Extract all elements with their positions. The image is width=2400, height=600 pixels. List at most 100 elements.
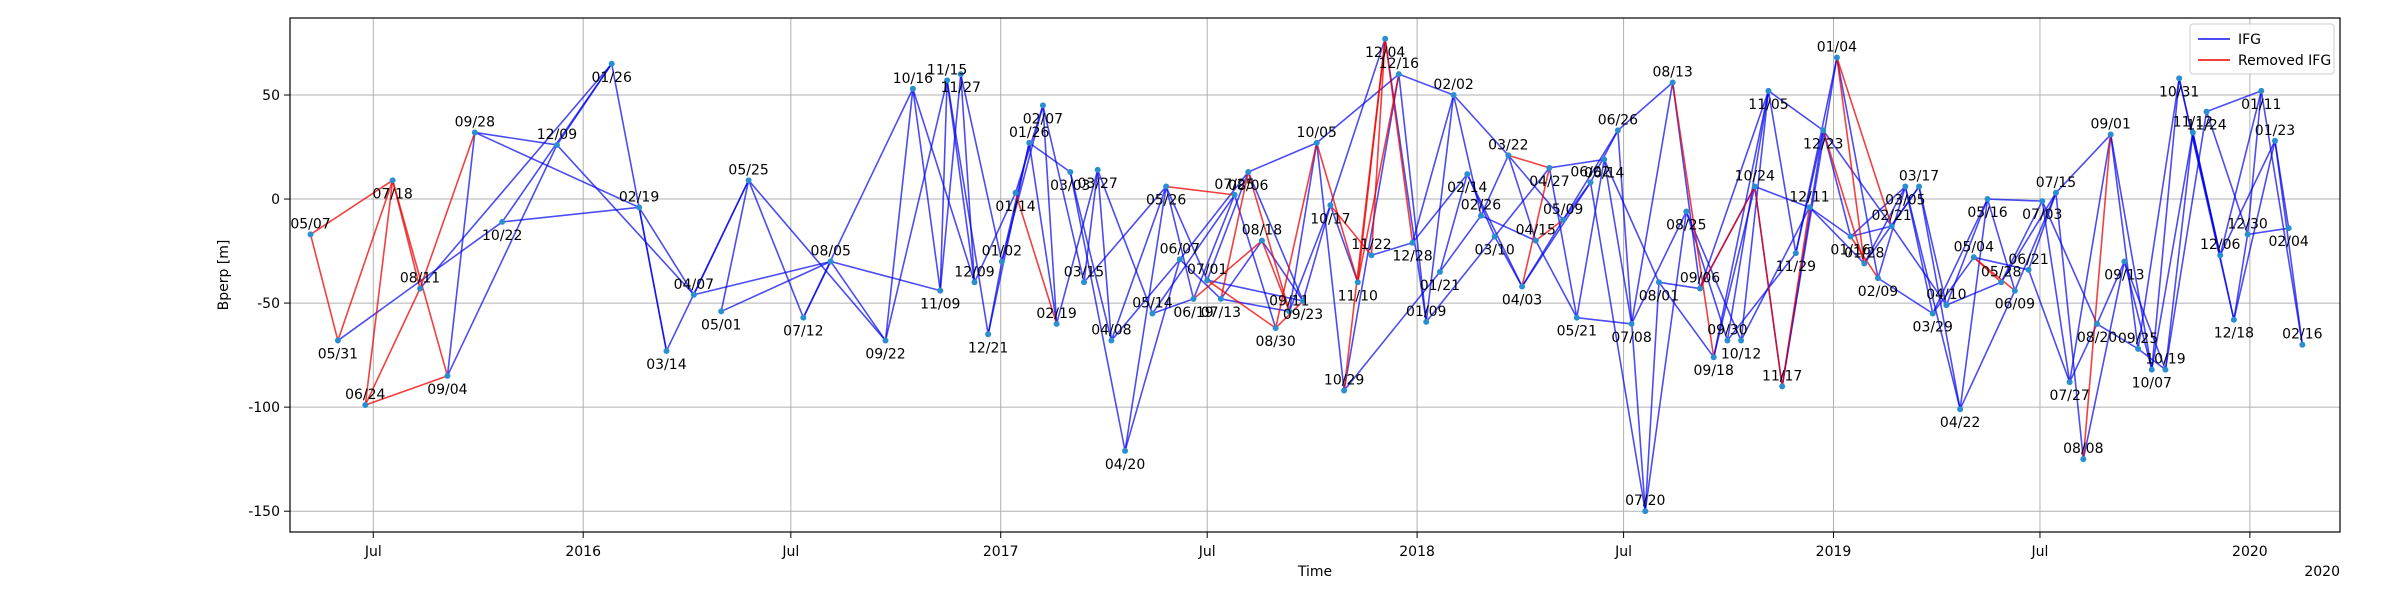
acquisition-label: 11/29 (1776, 259, 1816, 275)
y-tick-label: 0 (271, 192, 280, 208)
acquisition-node (2299, 341, 2306, 348)
y-axis-ticks: -150 -100 -50 0 50 (248, 88, 290, 520)
acquisition-node (1642, 508, 1649, 515)
acquisition-label: 12/16 (1379, 56, 1419, 72)
acquisition-node (1382, 35, 1389, 42)
ifg-edge (1863, 186, 1907, 264)
ifg-edge (1453, 94, 1509, 156)
acquisition-node (2025, 266, 2032, 273)
ifg-edge (337, 221, 503, 342)
removed-ifg-edge (1247, 171, 1291, 312)
acquisition-node (307, 231, 314, 238)
ifg-edge (446, 144, 558, 377)
ifg-edge (1411, 94, 1455, 243)
ifg-edge (1589, 182, 1647, 512)
legend-removed-ifg-label: Removed IFG (2238, 53, 2331, 69)
acquisition-node (882, 337, 889, 344)
acquisition-label: 06/09 (1995, 297, 2035, 313)
acquisition-node (417, 285, 424, 292)
y-tick-label: 50 (262, 88, 280, 104)
acquisition-label: 03/27 (1077, 176, 1117, 192)
acquisition-node (1738, 337, 1745, 344)
acquisition-label: 12/06 (2200, 237, 2240, 253)
acquisition-node (1573, 314, 1580, 321)
acquisition-node (1560, 216, 1567, 223)
acquisition-label: 08/08 (2063, 441, 2103, 457)
ifg-edge (1850, 225, 1892, 238)
ifg-edge (474, 131, 640, 209)
acquisition-node (1190, 295, 1197, 302)
removed-ifg-edge (364, 288, 421, 406)
acquisition-node (1833, 54, 1840, 61)
acquisition-node (1272, 325, 1279, 332)
ifg-edge (2096, 261, 2126, 325)
ifg-edge (2041, 200, 2098, 325)
acquisition-label: 04/10 (1926, 287, 1966, 303)
acquisition-node (2148, 366, 2155, 373)
acquisition-node (389, 177, 396, 184)
ifg-edge (1110, 186, 1167, 341)
acquisition-node (1779, 383, 1786, 390)
acquisition-label: 12/21 (968, 340, 1008, 356)
ifg-edge (2027, 269, 2071, 383)
acquisition-node (1669, 79, 1676, 86)
ifg-edge (1001, 105, 1044, 262)
ifg-edge (1480, 214, 1537, 242)
ifg-edge (638, 207, 668, 352)
ifg-edge (987, 261, 1003, 335)
y-tick-label: -100 (248, 400, 280, 416)
acquisition-label: 01/26 (592, 70, 632, 86)
acquisition-node (1697, 285, 1704, 292)
acquisition-label: 07/20 (1625, 493, 1665, 509)
removed-ifg-edge (1836, 57, 1866, 264)
acquisition-label: 03/17 (1899, 169, 1939, 185)
acquisition-label: 05/21 (1557, 324, 1597, 340)
acquisition-node (2217, 252, 2224, 259)
acquisition-label: 01/16 (1830, 243, 1870, 259)
acquisition-node (1204, 277, 1211, 284)
acquisition-label: 10/24 (1735, 169, 1775, 185)
acquisition-label: 08/25 (1666, 218, 1706, 234)
ifg-edge (1261, 240, 1304, 302)
ifg-edge (2233, 140, 2276, 320)
removed-ifg-edge (1384, 38, 1414, 243)
acquisition-label: 12/23 (1803, 136, 1843, 152)
ifg-edge (2041, 201, 2071, 383)
acquisition-label: 10/16 (893, 71, 933, 87)
acquisition-label: 11/15 (927, 62, 967, 78)
acquisition-node (1655, 279, 1662, 286)
ifg-edge (1726, 252, 1797, 342)
ifg-edge (1576, 159, 1605, 318)
ifg-edge (1343, 271, 1441, 391)
ifg-edge (1343, 74, 1400, 391)
acquisition-node (1341, 387, 1348, 394)
acquisition-label: 01/11 (2241, 97, 2281, 113)
ifg-edge (912, 88, 942, 291)
acquisition-node (944, 77, 951, 84)
removed-ifg-edge (1535, 219, 1564, 242)
acquisition-node (1464, 171, 1471, 178)
acquisition-label: 01/02 (982, 243, 1022, 259)
acquisition-label: 06/14 (1584, 166, 1624, 182)
ifg-edge (2000, 200, 2043, 283)
removed-ifg-edge (1836, 57, 1893, 227)
ifg-edge (2219, 90, 2263, 256)
acquisition-label: 10/17 (1310, 211, 1350, 227)
acquisition-label: 09/13 (2104, 267, 2144, 283)
acquisition-label: 08/05 (811, 243, 851, 259)
acquisition-node (1012, 189, 1019, 196)
acquisition-label: 07/27 (2049, 388, 2089, 404)
acquisition-node (1519, 283, 1526, 290)
ifg-edge (419, 63, 613, 290)
acquisition-node (1176, 256, 1183, 263)
removed-ifg-edge (1370, 38, 1386, 256)
ifg-edge (1288, 204, 1332, 312)
acquisition-label: 08/06 (1228, 178, 1268, 194)
acquisition-node (1039, 102, 1046, 109)
acquisition-label: 09/22 (865, 347, 905, 363)
acquisition-node (1436, 268, 1443, 275)
ifg-edge (1220, 298, 1290, 313)
acquisition-label: 12/18 (2214, 326, 2254, 342)
ifg-edge (1425, 236, 1496, 323)
ifg-edge (638, 206, 695, 296)
